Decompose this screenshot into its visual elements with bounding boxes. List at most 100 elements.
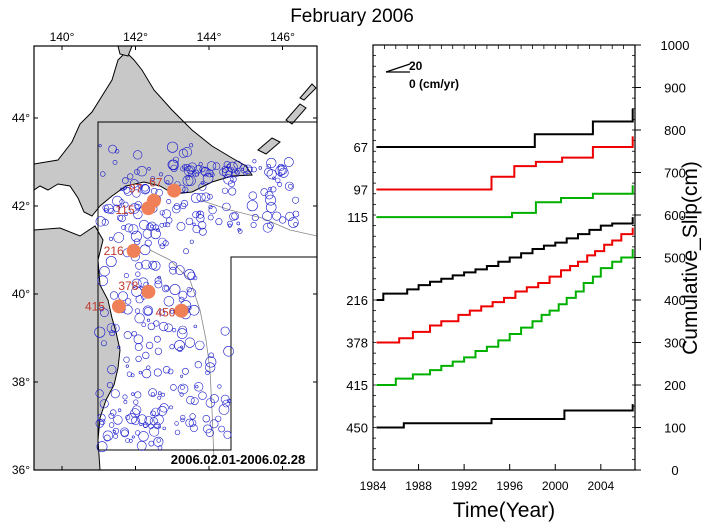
event-circle xyxy=(159,403,169,413)
event-circle xyxy=(120,427,130,437)
event-circle xyxy=(138,431,149,442)
event-circle xyxy=(231,212,240,220)
event-circle xyxy=(277,164,288,175)
event-circle xyxy=(119,187,124,192)
event-circle xyxy=(169,284,181,295)
event-circle xyxy=(102,430,114,441)
event-circle xyxy=(135,261,143,270)
event-circle xyxy=(226,164,231,169)
repeater-marker xyxy=(141,201,156,216)
event-circle xyxy=(150,228,161,240)
event-circle xyxy=(150,176,156,181)
event-circle xyxy=(112,427,119,435)
event-circle xyxy=(109,330,116,337)
event-circle xyxy=(109,409,117,416)
event-circle xyxy=(123,399,128,404)
event-circle xyxy=(186,396,195,405)
slip-chart: 1984 1988 1992 1996 2000 2004 0 100 200 300 400 500… xyxy=(346,38,702,522)
event-circle xyxy=(194,165,203,174)
event-circle xyxy=(262,211,273,222)
event-circle xyxy=(200,166,211,177)
event-circle xyxy=(288,217,299,228)
event-circle xyxy=(210,172,215,178)
event-circle xyxy=(139,219,149,230)
trench-contour xyxy=(149,249,215,461)
event-circle xyxy=(153,335,161,343)
event-circle xyxy=(229,212,238,221)
event-circle xyxy=(129,179,139,188)
event-circle xyxy=(198,391,207,400)
event-circle xyxy=(178,325,187,335)
event-circle xyxy=(201,192,211,202)
lon-tick-label: 140° xyxy=(50,30,75,44)
event-circle xyxy=(153,422,161,429)
event-circle xyxy=(174,429,181,436)
event-circle xyxy=(138,184,144,190)
y-tick-label: 800 xyxy=(664,123,686,138)
event-circle xyxy=(252,159,257,164)
event-circle xyxy=(264,167,273,177)
event-circle xyxy=(122,201,129,208)
event-circle xyxy=(103,208,109,213)
event-circle xyxy=(183,248,189,255)
event-circle xyxy=(123,186,131,194)
event-circle xyxy=(163,285,169,291)
series-line-97 xyxy=(376,136,634,191)
series-label: 378 xyxy=(346,336,368,351)
event-circle xyxy=(182,147,193,158)
event-circle xyxy=(266,157,277,169)
event-circle xyxy=(102,204,109,211)
event-circle xyxy=(240,167,244,171)
event-circle xyxy=(277,163,285,171)
event-circle xyxy=(146,365,151,370)
repeater-marker xyxy=(111,299,126,314)
event-circle xyxy=(193,382,204,392)
repeater-label: 415 xyxy=(85,299,105,313)
event-circle xyxy=(137,414,147,424)
event-circle xyxy=(176,221,186,231)
event-circle xyxy=(113,433,118,439)
lat-tick-label: 38° xyxy=(12,375,30,389)
event-circle xyxy=(95,216,106,227)
figure-title: February 2006 xyxy=(290,6,414,27)
event-circle xyxy=(170,309,175,314)
scale-bar: 20 0 (cm/yr) xyxy=(385,59,459,91)
event-circle xyxy=(108,207,115,215)
event-circle xyxy=(258,166,262,170)
event-circle xyxy=(110,389,120,399)
event-circle xyxy=(195,340,205,351)
y-tick-label: 300 xyxy=(664,336,686,351)
event-circle xyxy=(265,202,277,213)
event-circle xyxy=(157,445,163,451)
event-circle xyxy=(113,232,124,243)
event-circle xyxy=(136,440,147,451)
event-circle xyxy=(164,323,173,333)
event-circle xyxy=(179,384,185,390)
event-circle xyxy=(124,298,132,305)
event-circle xyxy=(237,228,241,232)
event-circle xyxy=(189,239,194,244)
event-circle xyxy=(142,351,150,360)
repeater-label: 67 xyxy=(149,176,163,190)
map-panel: 67 97 115 216 378 415 450 140° 142° 144° 146° 44° 4… xyxy=(12,30,318,477)
event-circle xyxy=(134,313,145,324)
x-axis-label: Time(Year) xyxy=(453,499,555,522)
event-circle xyxy=(123,273,129,279)
date-range-label: 2006.02.01-2006.02.28 xyxy=(171,452,305,467)
event-circle xyxy=(99,307,104,312)
trench-contour xyxy=(199,199,317,237)
event-circle xyxy=(248,191,258,200)
event-circle xyxy=(180,345,184,349)
event-circle xyxy=(180,414,186,421)
event-circle xyxy=(178,296,185,303)
event-circle xyxy=(123,356,130,363)
event-circle xyxy=(243,171,248,176)
event-circle xyxy=(107,365,117,375)
x-tick-label: 2004 xyxy=(587,479,614,493)
event-circle xyxy=(135,355,142,363)
event-circle xyxy=(138,370,143,375)
series-label: 415 xyxy=(346,378,368,393)
event-circle xyxy=(133,150,143,160)
event-circle xyxy=(121,225,127,231)
